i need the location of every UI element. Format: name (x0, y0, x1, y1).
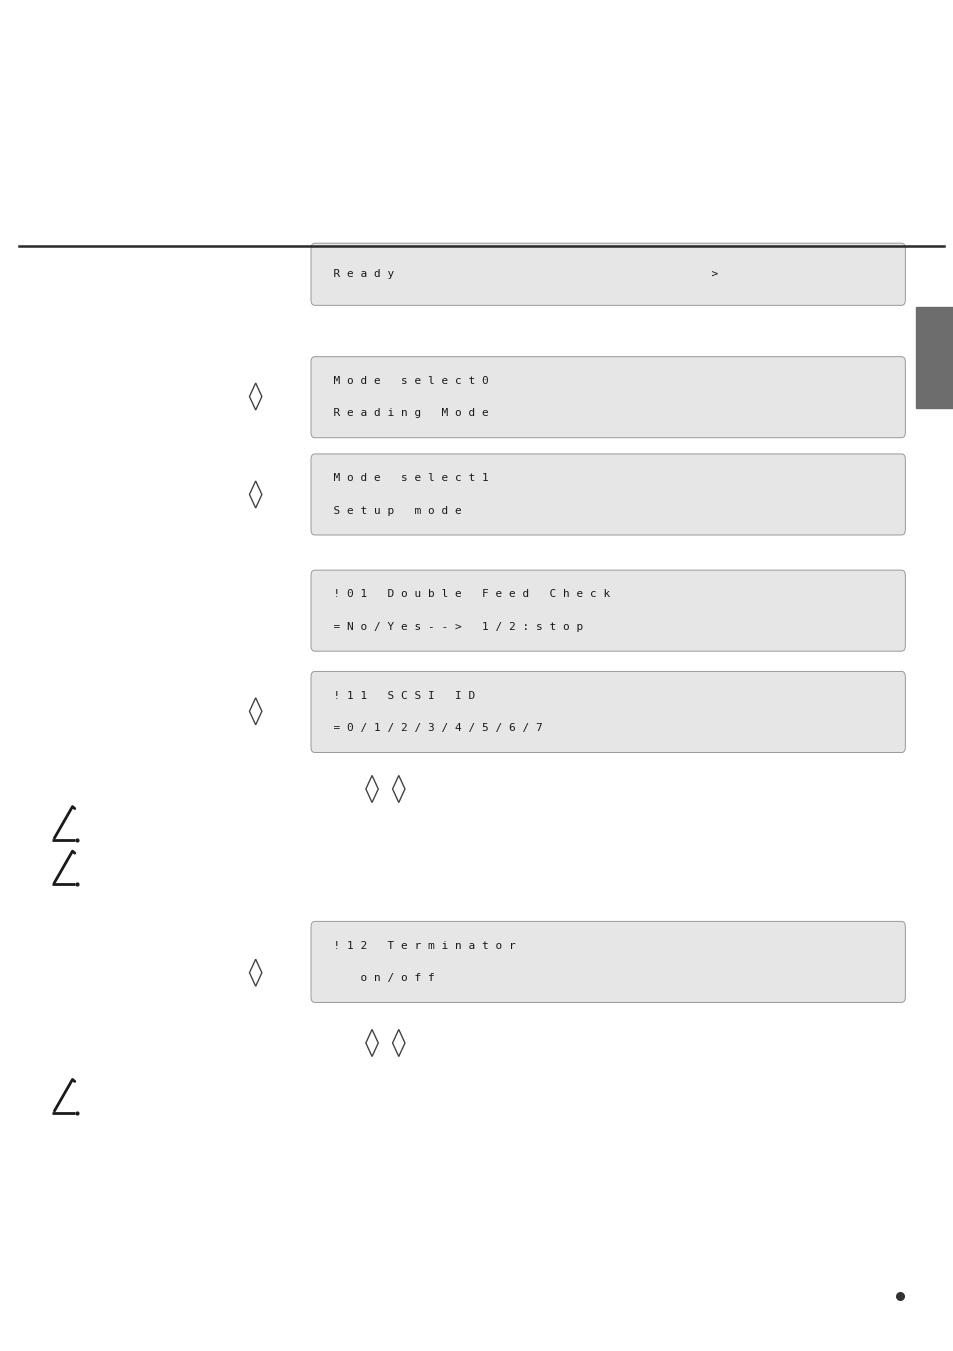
Polygon shape (366, 775, 377, 802)
Polygon shape (250, 481, 261, 508)
Polygon shape (392, 1029, 404, 1056)
Text: R e a d i n g   M o d e: R e a d i n g M o d e (319, 408, 488, 419)
Text: = N o / Y e s - - >   1 / 2 : s t o p: = N o / Y e s - - > 1 / 2 : s t o p (319, 621, 582, 632)
Text: S e t u p   m o d e: S e t u p m o d e (319, 505, 461, 516)
Text: R e a d y                                               >: R e a d y > (319, 269, 717, 280)
Text: ! 1 2   T e r m i n a t o r: ! 1 2 T e r m i n a t o r (319, 940, 515, 951)
FancyBboxPatch shape (311, 570, 904, 651)
Text: = 0 / 1 / 2 / 3 / 4 / 5 / 6 / 7: = 0 / 1 / 2 / 3 / 4 / 5 / 6 / 7 (319, 723, 541, 734)
FancyBboxPatch shape (311, 454, 904, 535)
Text: ! 1 1   S C S I   I D: ! 1 1 S C S I I D (319, 690, 475, 701)
Polygon shape (392, 775, 404, 802)
Polygon shape (250, 698, 261, 724)
FancyBboxPatch shape (311, 357, 904, 438)
FancyBboxPatch shape (311, 921, 904, 1002)
Polygon shape (250, 959, 261, 986)
Polygon shape (250, 384, 261, 411)
FancyBboxPatch shape (311, 671, 904, 753)
Polygon shape (366, 1029, 377, 1056)
Text: ! 0 1   D o u b l e   F e e d   C h e c k: ! 0 1 D o u b l e F e e d C h e c k (319, 589, 609, 600)
FancyBboxPatch shape (915, 307, 953, 408)
Text: M o d e   s e l e c t 1: M o d e s e l e c t 1 (319, 473, 488, 484)
Text: M o d e   s e l e c t 0: M o d e s e l e c t 0 (319, 376, 488, 386)
FancyBboxPatch shape (311, 243, 904, 305)
Text: o n / o f f: o n / o f f (319, 973, 434, 984)
